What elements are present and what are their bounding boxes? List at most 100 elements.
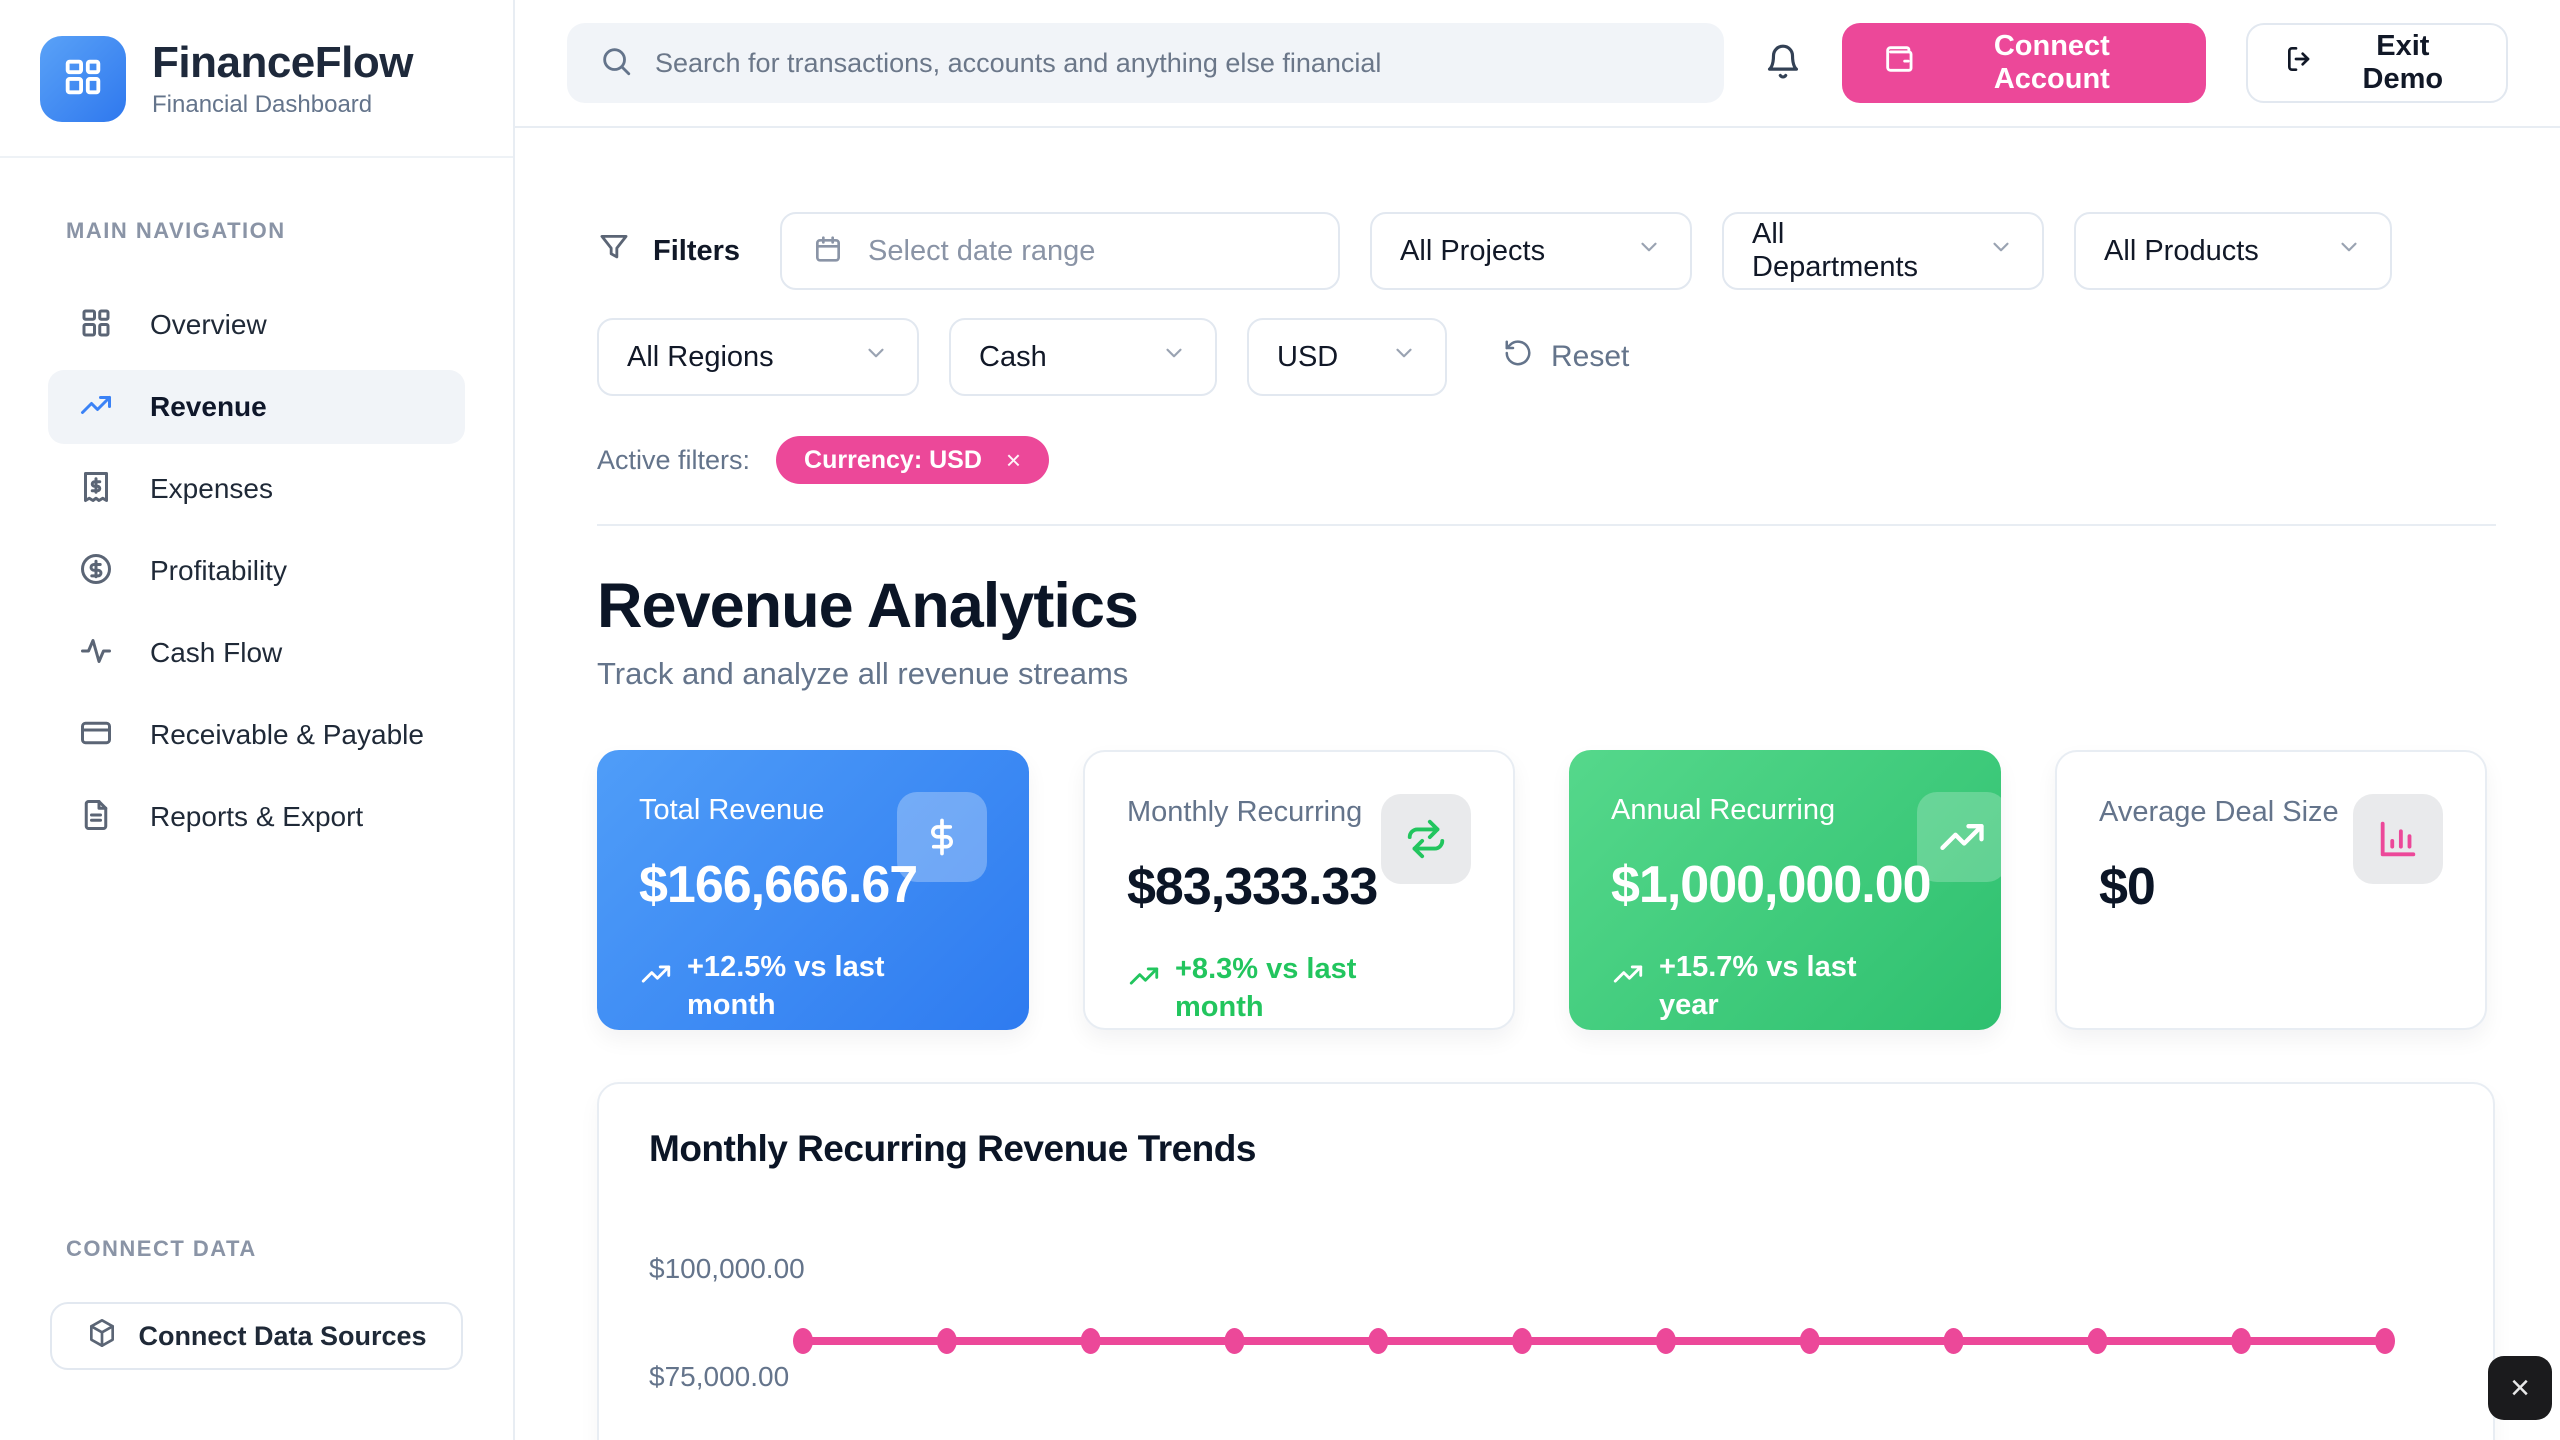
search-input[interactable] [655,47,1693,79]
sidebar-item-revenue[interactable]: Revenue [48,370,465,444]
regions-select[interactable]: All Regions [597,318,919,396]
sidebar-item-label: Revenue [150,391,267,422]
credit-card-icon [78,715,114,756]
sidebar-item-expenses[interactable]: Expenses [48,452,465,526]
sidebar-item-label: Receivable & Payable [150,719,424,750]
accounting-basis-select[interactable]: Cash [949,318,1217,396]
log-out-icon [2284,43,2316,83]
regions-select-value: All Regions [627,340,774,373]
mrr-trends-chart-card: Monthly Recurring Revenue Trends $100,00… [597,1082,2495,1440]
products-select[interactable]: All Products [2074,212,2393,290]
chip-close-icon[interactable]: × [1005,444,1022,475]
stat-card-annual-recurring: Annual Recurring $1,000,000.00 +15.7% vs… [1569,750,2001,1030]
sidebar-item-label: Profitability [150,555,287,586]
trending-up-icon [1917,792,2001,882]
brand-subtitle: Financial Dashboard [152,91,373,119]
filters-row-1: Filters All Projects All Departments [597,212,2496,290]
exit-demo-button[interactable]: Exit Demo [2245,23,2508,103]
bar-chart-icon [2353,794,2443,884]
departments-select[interactable]: All Departments [1722,212,2045,290]
chevron-down-icon [1636,234,1662,268]
sidebar-item-overview[interactable]: Overview [48,288,465,362]
stat-value: $0 [2099,858,2156,916]
currency-select-value: USD [1277,340,1339,373]
filters-row-2: All Regions Cash USD Reset [597,318,2496,396]
sidebar-item-reports-export[interactable]: Reports & Export [48,780,465,854]
topbar-actions: Connect Account Exit Demo [1842,23,2508,103]
stat-cards: Total Revenue $166,666.67 +12.5% vs last… [597,750,2496,1030]
sidebar-item-receivable-payable[interactable]: Receivable & Payable [48,698,465,772]
date-range-input[interactable] [868,234,1309,268]
funnel-icon [597,230,631,272]
stat-card-monthly-recurring: Monthly Recurring $83,333.33 +8.3% vs la… [1083,750,1515,1030]
active-filters-row: Active filters: Currency: USD × [597,436,2496,484]
chart-data-point[interactable] [1080,1328,1101,1354]
projects-select-value: All Projects [1400,234,1546,267]
chart-data-point[interactable] [1799,1328,1820,1354]
page-title: Revenue Analytics [597,571,1139,641]
wallet-icon [1882,42,1916,84]
mrr-line-chart: $100,000.00 $75,000.00 [649,1232,2443,1440]
chart-data-point[interactable] [2087,1328,2108,1354]
trending-up-icon [1611,949,1645,1002]
chart-data-point[interactable] [2375,1328,2395,1354]
stat-change: +12.5% vs last month [639,949,929,1024]
sidebar-item-profitability[interactable]: Profitability [48,534,465,608]
chart-data-point[interactable] [1655,1328,1676,1354]
chart-data-point[interactable] [1368,1328,1389,1354]
chevron-down-icon [1391,340,1417,374]
calendar-icon [812,233,844,270]
page-head: Revenue Analytics Track and analyze all … [597,570,2496,692]
date-range-field[interactable] [780,212,1341,290]
y-axis-tick-75k: $75,000.00 [649,1361,790,1392]
global-search[interactable] [567,23,1725,103]
accounting-basis-value: Cash [979,340,1047,373]
chart-data-point[interactable] [1943,1328,1964,1354]
sidebar-item-cash-flow[interactable]: Cash Flow [48,616,465,690]
chart-data-point[interactable] [2231,1328,2252,1354]
active-filter-chip-currency[interactable]: Currency: USD × [776,436,1050,484]
stat-change: +15.7% vs last year [1611,949,1901,1024]
connect-data-sources-button[interactable]: Connect Data Sources [50,1302,463,1370]
chart-title: Monthly Recurring Revenue Trends [649,1128,1256,1169]
layout-grid-icon [60,54,106,105]
filters-title: Filters [597,230,740,272]
sidebar: FinanceFlow Financial Dashboard MAIN NAV… [0,0,515,1440]
chevron-down-icon [1161,340,1187,374]
projects-select[interactable]: All Projects [1370,212,1693,290]
currency-select[interactable]: USD [1247,318,1447,396]
repeat-icon [1381,794,1471,884]
section-divider [597,524,2496,526]
reset-label: Reset [1551,340,1630,373]
chart-data-point[interactable] [1224,1328,1245,1354]
activity-icon [78,633,114,674]
trending-up-icon [1127,951,1161,1004]
cube-icon [86,1317,118,1356]
nav-section-label: MAIN NAVIGATION [66,218,286,243]
stat-value: $166,666.67 [639,856,918,914]
stat-card-total-revenue: Total Revenue $166,666.67 +12.5% vs last… [597,750,1029,1030]
search-icon [599,44,633,83]
sidebar-item-label: Expenses [150,473,273,504]
y-axis-tick-100k: $100,000.00 [649,1253,805,1284]
stat-label: Average Deal Size [2099,796,2339,828]
floating-close-button[interactable]: × [2488,1356,2552,1420]
connect-account-button[interactable]: Connect Account [1842,23,2206,103]
page-subtitle: Track and analyze all revenue streams [597,656,1129,691]
brand-logo [40,36,126,122]
stat-card-average-deal-size: Average Deal Size $0 [2055,750,2487,1030]
products-select-value: All Products [2104,234,2259,267]
chip-label: Currency: USD [804,445,982,474]
topbar: Connect Account Exit Demo [515,0,2560,128]
reset-filters-button[interactable]: Reset [1503,338,1629,376]
main-column: Connect Account Exit Demo Filters [515,0,2560,1440]
stat-label: Annual Recurring [1611,794,1836,826]
sidebar-item-label: Cash Flow [150,637,283,668]
chart-data-point[interactable] [936,1328,957,1354]
sidebar-item-label: Reports & Export [150,801,364,832]
chart-data-point[interactable] [793,1328,813,1354]
notifications-button[interactable] [1764,43,1802,84]
active-filters-label: Active filters: [597,444,751,475]
chart-data-point[interactable] [1512,1328,1533,1354]
file-text-icon [78,797,114,838]
